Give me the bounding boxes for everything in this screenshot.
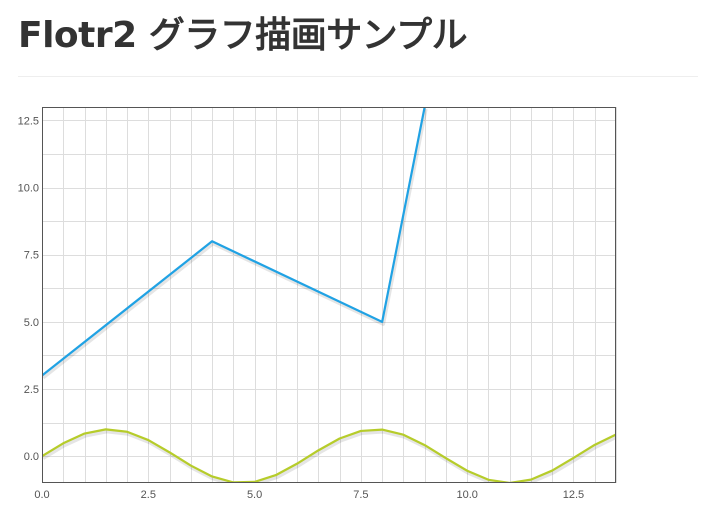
x-tick-label: 10.0 [456, 489, 477, 501]
page-header: Flotr2 グラフ描画サンプル [18, 8, 698, 77]
series-line [42, 107, 426, 377]
x-tick-label: 0.0 [34, 489, 49, 501]
series-line [42, 428, 616, 483]
plot-area [42, 107, 616, 483]
series-shadow [42, 108, 428, 380]
series-2 [42, 428, 616, 483]
y-tick-label: 7.5 [24, 250, 39, 262]
x-tick-label: 7.5 [353, 489, 368, 501]
series-shadow [42, 429, 616, 483]
y-tick-label: 2.5 [24, 384, 39, 396]
line-chart: 0.0 2.5 5.0 7.5 10.0 12.5 0.0 2.5 5.0 7.5 10.0 12.5 [18, 107, 617, 501]
y-tick-label: 5.0 [24, 317, 39, 329]
x-tick-label: 12.5 [563, 489, 584, 501]
x-tick-label: 5.0 [247, 489, 262, 501]
page-title: Flotr2 グラフ描画サンプル [18, 15, 468, 56]
grid [42, 107, 617, 483]
x-tick-label: 2.5 [141, 489, 156, 501]
chart-container: 0.0 2.5 5.0 7.5 10.0 12.5 0.0 2.5 5.0 7.5 10.0 12.5 [0, 95, 640, 520]
y-tick-label: 0.0 [24, 451, 39, 463]
plot-border [42, 107, 616, 483]
y-tick-label: 12.5 [18, 115, 39, 127]
y-tick-label: 10.0 [18, 183, 39, 195]
series-1 [42, 107, 428, 380]
